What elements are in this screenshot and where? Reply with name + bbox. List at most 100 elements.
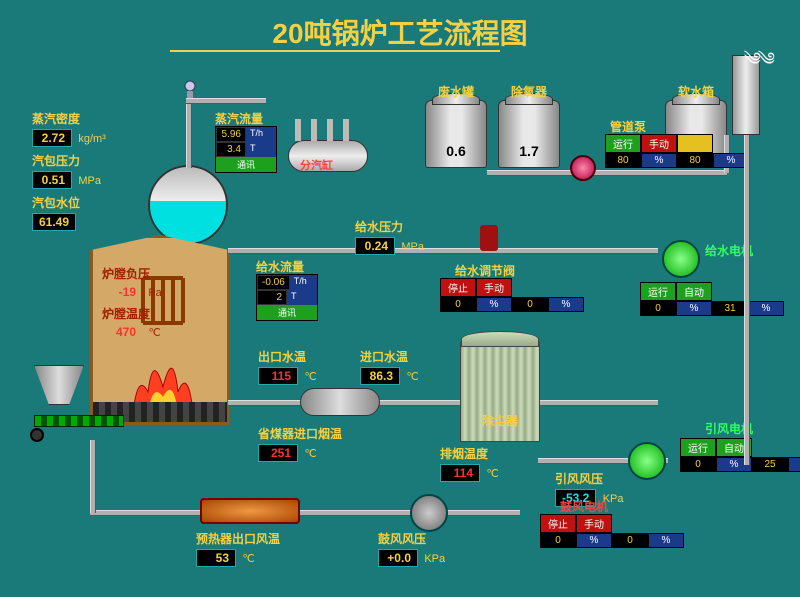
panel-fd-motor[interactable]: 停止 手动 0 % 0 %: [540, 514, 684, 548]
unit: ℃: [406, 371, 418, 383]
status: 通讯: [216, 157, 276, 172]
value: 115: [258, 367, 298, 385]
v2: 25: [752, 457, 788, 472]
u2: %: [648, 533, 684, 548]
conveyor-icon: [34, 415, 124, 427]
value: 0.6: [426, 143, 486, 159]
c2: 自动: [676, 282, 712, 301]
feed-motor-icon: [662, 240, 700, 278]
coal-hopper-icon: [34, 365, 84, 405]
unit: ℃: [304, 448, 316, 460]
panel-feedwater-flow[interactable]: -0.06T/h 2T 通讯: [256, 274, 318, 321]
unit: MPa: [78, 175, 101, 187]
v1: 5.96: [216, 127, 246, 142]
wheel-icon: [30, 428, 44, 442]
u1: T/h: [246, 127, 267, 142]
u2: %: [548, 297, 584, 312]
v1: 0: [640, 301, 676, 316]
metric-furnace-negp: 炉膛负压 -19 Pa: [102, 265, 162, 300]
steam-drum: [148, 165, 228, 245]
metric-drum-pressure: 汽包压力 0.51 MPa: [32, 152, 101, 189]
label: 给水压力: [355, 218, 424, 235]
label: 蒸汽密度: [32, 110, 106, 127]
label: 给水流量: [256, 258, 304, 275]
v2: 0: [512, 297, 548, 312]
value: +0.0: [378, 549, 418, 567]
v2: 2: [257, 290, 287, 305]
u2: %: [748, 301, 784, 316]
unit: ℃: [148, 327, 160, 339]
v1: 0: [540, 533, 576, 548]
label: 汽包水位: [32, 194, 80, 211]
smoke-icon: ༄༄: [744, 40, 772, 90]
label: 排烟温度: [440, 445, 499, 462]
v2: 31: [712, 301, 748, 316]
fw-valve-title: 给水调节阀: [455, 262, 515, 279]
metric-drum-level: 汽包水位 61.49: [32, 194, 80, 231]
u: %: [576, 533, 612, 548]
panel-pump[interactable]: 运行 手动 80 % 80 %: [605, 134, 749, 168]
valve-icon: [178, 80, 202, 98]
panel-fw-valve[interactable]: 停止 手动 0 % 0 %: [440, 278, 584, 312]
c2: 手动: [641, 134, 677, 153]
u: %: [476, 297, 512, 312]
label: 除氧器: [499, 83, 559, 100]
id-fan-icon: [628, 442, 666, 480]
label: 软水箱: [666, 83, 726, 100]
label: 进口水温: [360, 348, 419, 365]
v1: 0: [680, 457, 716, 472]
value: 470: [102, 324, 142, 340]
status: 通讯: [257, 305, 317, 320]
unit: Pa: [148, 287, 161, 299]
v2: 3.4: [216, 142, 246, 157]
pipe: [186, 98, 192, 168]
label: 引风风压: [555, 470, 624, 487]
c1: 停止: [440, 278, 476, 297]
unit: KPa: [424, 553, 445, 565]
metric-exhaust-temp: 排烟温度 114 ℃: [440, 445, 499, 482]
c3: [677, 134, 713, 153]
fd-fan-icon: [410, 494, 448, 532]
c1: 运行: [640, 282, 676, 301]
unit: kg/m³: [78, 133, 106, 145]
c2: 手动: [476, 278, 512, 297]
metric-furnace-temp: 炉膛温度 470 ℃: [102, 305, 161, 340]
panel-id-motor[interactable]: 运行 自动 0 % 25 %: [680, 438, 800, 472]
pipe: [487, 170, 727, 176]
value: 0.51: [32, 171, 72, 189]
preheater-icon: [200, 498, 300, 524]
label: 蒸汽流量: [215, 110, 263, 127]
v2: 80: [677, 153, 713, 168]
label: 省煤器进口烟温: [258, 425, 342, 442]
value: 61.49: [32, 213, 76, 231]
page-title: 20吨锅炉工艺流程图: [0, 12, 800, 52]
label: 汽包压力: [32, 152, 101, 169]
label: 废水罐: [426, 83, 486, 100]
value: 53: [196, 549, 236, 567]
pump-title: 管道泵: [610, 118, 646, 135]
panel-feed-motor[interactable]: 运行 自动 0 % 31 %: [640, 282, 784, 316]
metric-steam-density: 蒸汽密度 2.72 kg/m³: [32, 110, 106, 147]
v2: 0: [612, 533, 648, 548]
value: 0.24: [355, 237, 395, 255]
label: 预热器出口风温: [196, 530, 280, 547]
unit: MPa: [401, 241, 424, 253]
control-valve-icon: [480, 225, 498, 251]
u1: T/h: [290, 275, 311, 290]
pipe: [90, 440, 96, 513]
u2: %: [788, 457, 800, 472]
label: 炉膛负压: [102, 265, 162, 282]
c1: 停止: [540, 514, 576, 533]
label: 除尘器: [461, 412, 539, 429]
metric-fd-fan-p: 鼓风风压 +0.0 KPa: [378, 530, 445, 567]
c1: 运行: [605, 134, 641, 153]
panel-steam-flow[interactable]: 5.96T/h 3.4T 通讯: [215, 126, 277, 173]
c2: 手动: [576, 514, 612, 533]
v1: -0.06: [257, 275, 290, 290]
u2: T: [287, 290, 301, 305]
v1: 0: [440, 297, 476, 312]
value: 86.3: [360, 367, 400, 385]
tank-deaerator: 除氧器 1.7: [498, 100, 560, 168]
metric-inlet-wtemp: 进口水温 86.3 ℃: [360, 348, 419, 385]
cylinder-label: 分汽缸: [300, 157, 333, 173]
